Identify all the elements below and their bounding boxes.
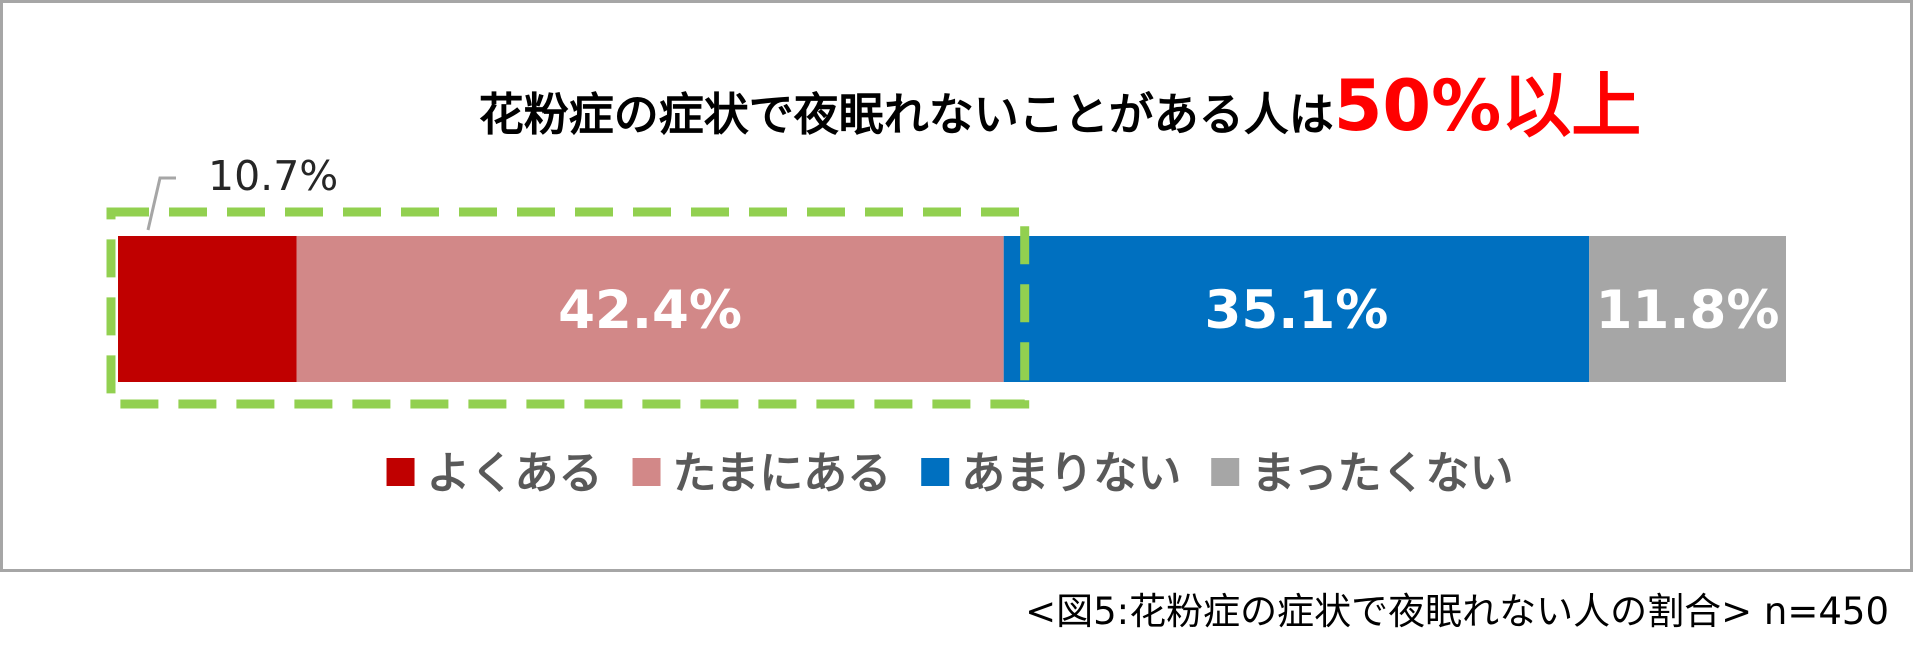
legend-item-never: まったくない (1211, 448, 1513, 499)
bar-segment-rarely (1003, 236, 1590, 382)
legend-label-sometimes: たまにある (673, 448, 892, 499)
chart-title-highlight: 50%以上 (1334, 65, 1642, 147)
highlight-layer (106, 207, 1030, 409)
labels-layer: 10.7% 42.4% 35.1% 11.8% (146, 152, 1780, 341)
legend-label-rarely: あまりない (961, 448, 1181, 499)
legend-swatch-sometimes (632, 458, 661, 486)
legend: よくある たまにある あまりない まったくない (386, 448, 1513, 499)
bar-segment-sometimes (296, 236, 1004, 382)
value-label-rarely: 35.1% (1204, 280, 1388, 341)
chart-title-main: 花粉症の症状で夜眠れないことがある人は (479, 88, 1334, 141)
legend-label-often: よくある (427, 448, 603, 499)
bars-layer (118, 236, 1786, 382)
legend-label-never: まったくない (1251, 448, 1513, 499)
bar-segment-never (1589, 236, 1786, 382)
value-label-often: 10.7% (208, 152, 338, 200)
legend-swatch-often (386, 458, 415, 486)
value-label-never: 11.8% (1596, 280, 1780, 341)
legend-swatch-rarely (921, 458, 950, 486)
legend-swatch-never (1211, 458, 1240, 486)
bar-segment-often (118, 236, 297, 382)
highlight-box (106, 207, 1030, 409)
legend-item-often: よくある (386, 448, 603, 499)
value-label-sometimes: 42.4% (558, 280, 742, 341)
leader-line-often (146, 176, 176, 231)
legend-item-rarely: あまりない (921, 448, 1181, 499)
chart-caption: <図5:花粉症の症状で夜眠れない人の割合> n=450 (1025, 590, 1889, 633)
legend-item-sometimes: たまにある (632, 448, 892, 499)
chart-title: 花粉症の症状で夜眠れないことがある人は50%以上 (479, 65, 1642, 147)
